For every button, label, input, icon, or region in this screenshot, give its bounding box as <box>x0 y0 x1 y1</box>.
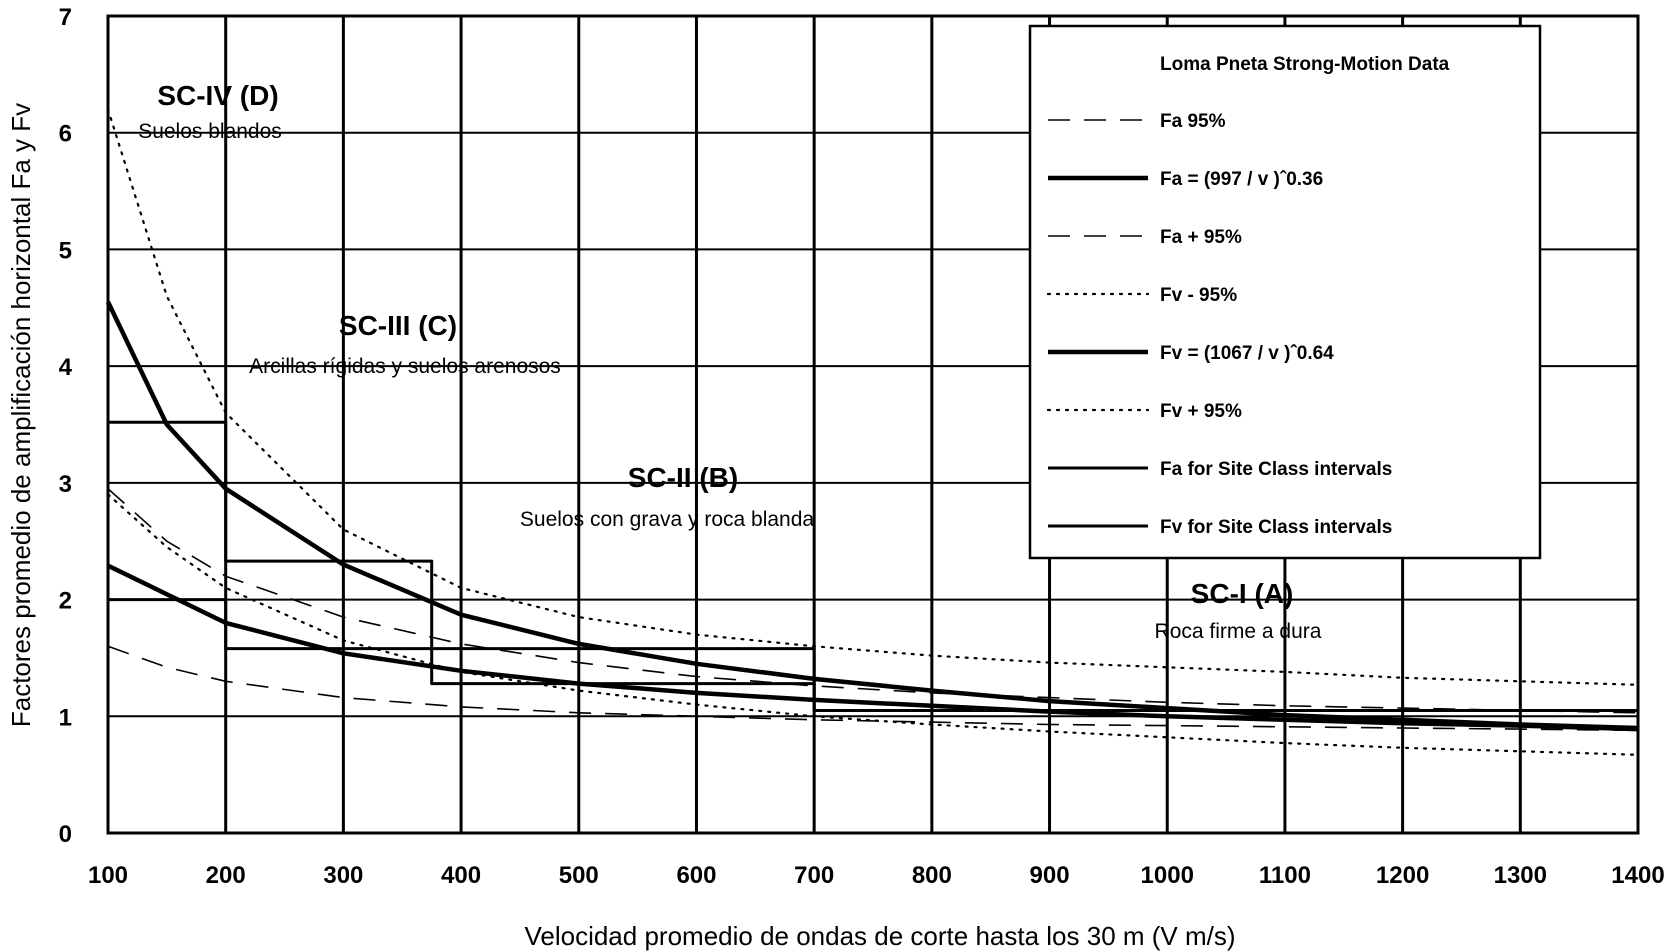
zone-sc2-title: SC-II (B) <box>628 462 738 493</box>
y-tick-label: 5 <box>59 237 72 264</box>
series-line-4 <box>106 493 1640 756</box>
x-tick-label: 1300 <box>1494 862 1547 889</box>
legend: Loma Pneta Strong-Motion Data Fa 95% Fa =… <box>1028 24 1542 560</box>
series-line-2 <box>107 488 1639 714</box>
series-line-7 <box>108 598 1638 712</box>
x-tick-label: 700 <box>794 862 834 889</box>
series-line-3 <box>107 563 1639 732</box>
x-tick-label: 800 <box>912 862 952 889</box>
x-tick-label: 1200 <box>1376 862 1429 889</box>
x-tick-label: 200 <box>206 862 246 889</box>
series-layer <box>105 108 1640 756</box>
x-axis-title: Velocidad promedio de ondas de corte has… <box>524 921 1235 951</box>
y-tick-label: 2 <box>59 588 72 615</box>
legend-label: Fv - 95% <box>1160 285 1237 306</box>
zone-sc1-description: Roca firme a dura <box>1155 620 1322 643</box>
zone-sc3-description: Arcillas rígidas y suelos arenosos <box>249 355 561 378</box>
legend-title: Loma Pneta Strong-Motion Data <box>1160 54 1450 75</box>
x-tick-label: 300 <box>323 862 363 889</box>
legend-label: Fv + 95% <box>1160 401 1242 422</box>
plot-frame <box>106 14 1640 835</box>
zone-sc4-title: SC-IV (D) <box>157 80 278 111</box>
series-line-1 <box>107 645 1639 732</box>
y-tick-label: 7 <box>59 4 72 31</box>
zone-sc4-description: Suelos blandos <box>138 120 282 143</box>
x-tick-label: 1100 <box>1259 862 1311 889</box>
legend-label: Fa = (997 / v )ˆ0.36 <box>1160 169 1323 190</box>
zone-sc3-title: SC-III (C) <box>339 310 457 341</box>
x-tick-label: 1000 <box>1141 862 1194 889</box>
zone-sc1-title: SC-I (A) <box>1191 578 1294 609</box>
x-tick-label: 900 <box>1030 862 1070 889</box>
x-tick-label: 500 <box>559 862 599 889</box>
legend-label: Fa + 95% <box>1160 227 1242 248</box>
series-line-5 <box>106 108 1640 686</box>
legend-label: Fv for Site Class intervals <box>1160 517 1392 538</box>
y-tick-label: 0 <box>59 821 72 848</box>
legend-entries: Fa 95% Fa = (997 / v )ˆ0.36 Fa + 95% Fv - 9… <box>1046 111 1392 538</box>
ticks: 100 200 300 400 500 600 700 800 900 1000 1100 1200 1… <box>59 4 1665 889</box>
x-tick-label: 1400 <box>1611 862 1664 889</box>
x-tick-label: 600 <box>676 862 716 889</box>
y-axis-title: Factores promedio de amplificación horiz… <box>6 103 36 727</box>
x-tick-label: 400 <box>441 862 481 889</box>
zone-sc2-description: Suelos con grava y roca blanda <box>520 508 815 531</box>
zones: SC-IV (D) Suelos blandos SC-III (C) Arci… <box>138 80 1322 643</box>
y-tick-label: 1 <box>59 704 72 731</box>
series-line-8 <box>108 420 1638 712</box>
legend-label: Fv = (1067 / v )ˆ0.64 <box>1160 343 1334 364</box>
x-tick-label: 100 <box>88 862 128 889</box>
y-tick-label: 3 <box>59 471 72 498</box>
legend-label: Fa for Site Class intervals <box>1160 459 1392 480</box>
y-tick-label: 4 <box>59 354 73 381</box>
legend-label: Fa 95% <box>1160 111 1226 132</box>
y-tick-label: 6 <box>59 121 72 148</box>
